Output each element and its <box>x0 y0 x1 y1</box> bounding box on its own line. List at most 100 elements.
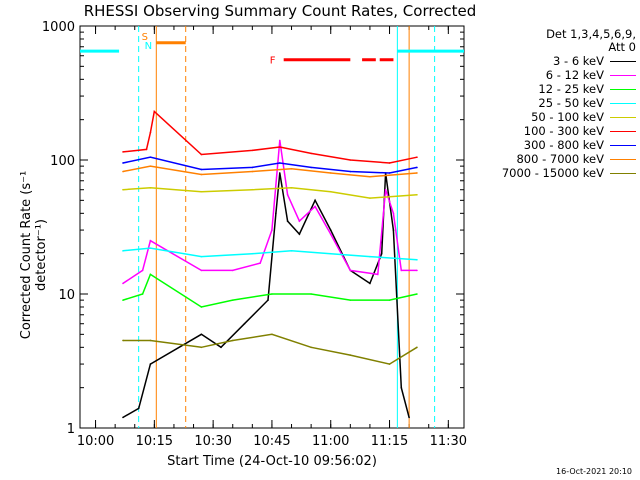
data-point <box>416 258 418 261</box>
data-point <box>149 187 152 189</box>
data-point <box>137 407 140 410</box>
data-point <box>271 333 273 336</box>
data-point <box>369 282 371 285</box>
data-point <box>231 299 234 301</box>
data-point <box>149 273 152 276</box>
data-point <box>416 293 418 295</box>
data-point <box>329 172 332 174</box>
series-line <box>122 140 417 285</box>
legend-entry: 50 - 100 keV <box>470 110 636 124</box>
legend-header-detectors: Det 1,3,4,5,6,9, <box>546 27 636 41</box>
legend-swatch <box>610 172 636 174</box>
flare-marker-label: F <box>270 56 276 67</box>
data-point <box>310 166 312 169</box>
data-point <box>380 252 383 255</box>
data-point <box>145 148 148 151</box>
data-point <box>329 252 332 255</box>
data-point <box>278 172 281 174</box>
series-line <box>123 333 418 365</box>
legend-swatch <box>610 144 636 146</box>
data-point <box>243 322 246 325</box>
data-point <box>220 346 222 349</box>
data-point <box>290 250 293 252</box>
data-point <box>259 262 261 264</box>
data-point <box>200 269 203 272</box>
data-point <box>200 153 203 156</box>
data-point <box>141 269 144 272</box>
data-point <box>388 299 391 301</box>
legend: Det 1,3,4,5,6,9, Att 0 3 - 6 keV 6 - 12 k… <box>470 28 636 180</box>
legend-entry-label: 25 - 50 keV <box>538 96 604 110</box>
data-point <box>251 188 254 191</box>
data-point <box>349 170 352 173</box>
data-point <box>153 110 156 113</box>
data-point <box>275 212 277 215</box>
data-point <box>149 247 152 249</box>
data-point <box>369 255 371 258</box>
legend-entry-label: 300 - 800 keV <box>523 138 604 152</box>
legend-entry: 100 - 300 keV <box>470 124 636 138</box>
chart-title: RHESSI Observing Summary Count Rates, Co… <box>83 2 477 20</box>
data-point <box>267 299 269 301</box>
legend-swatch <box>610 130 636 132</box>
data-point <box>310 293 312 295</box>
data-point <box>149 363 152 365</box>
x-tick-label: 10:00 <box>77 434 114 449</box>
data-point <box>416 269 418 272</box>
data-point <box>200 190 203 193</box>
legend-entry-label: 100 - 300 keV <box>523 124 604 138</box>
data-point <box>400 386 403 389</box>
data-point <box>416 346 418 349</box>
x-tick-label: 11:00 <box>312 434 349 449</box>
night-marker-label: N <box>145 41 152 52</box>
legend-swatch <box>610 60 636 62</box>
data-point <box>231 339 234 342</box>
data-point <box>416 156 418 158</box>
data-point <box>200 173 203 176</box>
data-point <box>314 205 316 208</box>
data-point <box>231 269 234 272</box>
series-line <box>122 187 418 199</box>
data-point <box>369 175 371 178</box>
series-line <box>122 110 418 164</box>
data-point <box>278 139 281 142</box>
data-point <box>122 250 124 252</box>
data-point <box>388 162 391 164</box>
data-point <box>122 299 124 301</box>
legend-entry-label: 7000 - 15000 keV <box>501 166 604 180</box>
data-point <box>149 131 152 134</box>
data-point <box>310 152 312 155</box>
data-point <box>286 220 289 222</box>
data-point <box>200 346 203 349</box>
legend-entry: 6 - 12 keV <box>470 68 636 82</box>
data-point <box>329 190 332 193</box>
y-axis-label: Corrected Count Rate (s⁻¹ detector⁻¹) <box>19 170 49 340</box>
data-point <box>149 156 152 158</box>
data-point <box>388 363 391 365</box>
legend-entry-label: 6 - 12 keV <box>545 68 604 82</box>
series-line <box>122 273 418 308</box>
timestamp: 16-Oct-2021 20:10 <box>556 467 632 476</box>
data-point <box>349 269 352 272</box>
data-point <box>286 193 289 196</box>
data-point <box>122 162 124 164</box>
data-point <box>251 252 254 255</box>
data-point <box>408 416 410 419</box>
data-point <box>392 212 395 215</box>
data-point <box>416 193 418 196</box>
data-point <box>271 293 273 295</box>
data-point <box>141 293 144 295</box>
data-point <box>298 233 301 235</box>
data-point <box>392 229 395 231</box>
y-tick-label: 1 <box>67 422 75 437</box>
legend-entry-label: 800 - 7000 keV <box>516 152 604 166</box>
data-point <box>349 159 352 161</box>
x-tick-label: 11:15 <box>371 434 408 449</box>
data-point <box>400 269 403 272</box>
legend-header-attenuator: Att 0 <box>608 40 636 54</box>
data-point <box>200 168 203 171</box>
y-tick-label: 100 <box>50 154 75 169</box>
legend-entry-label: 3 - 6 keV <box>553 54 604 68</box>
legend-swatch <box>610 74 636 76</box>
